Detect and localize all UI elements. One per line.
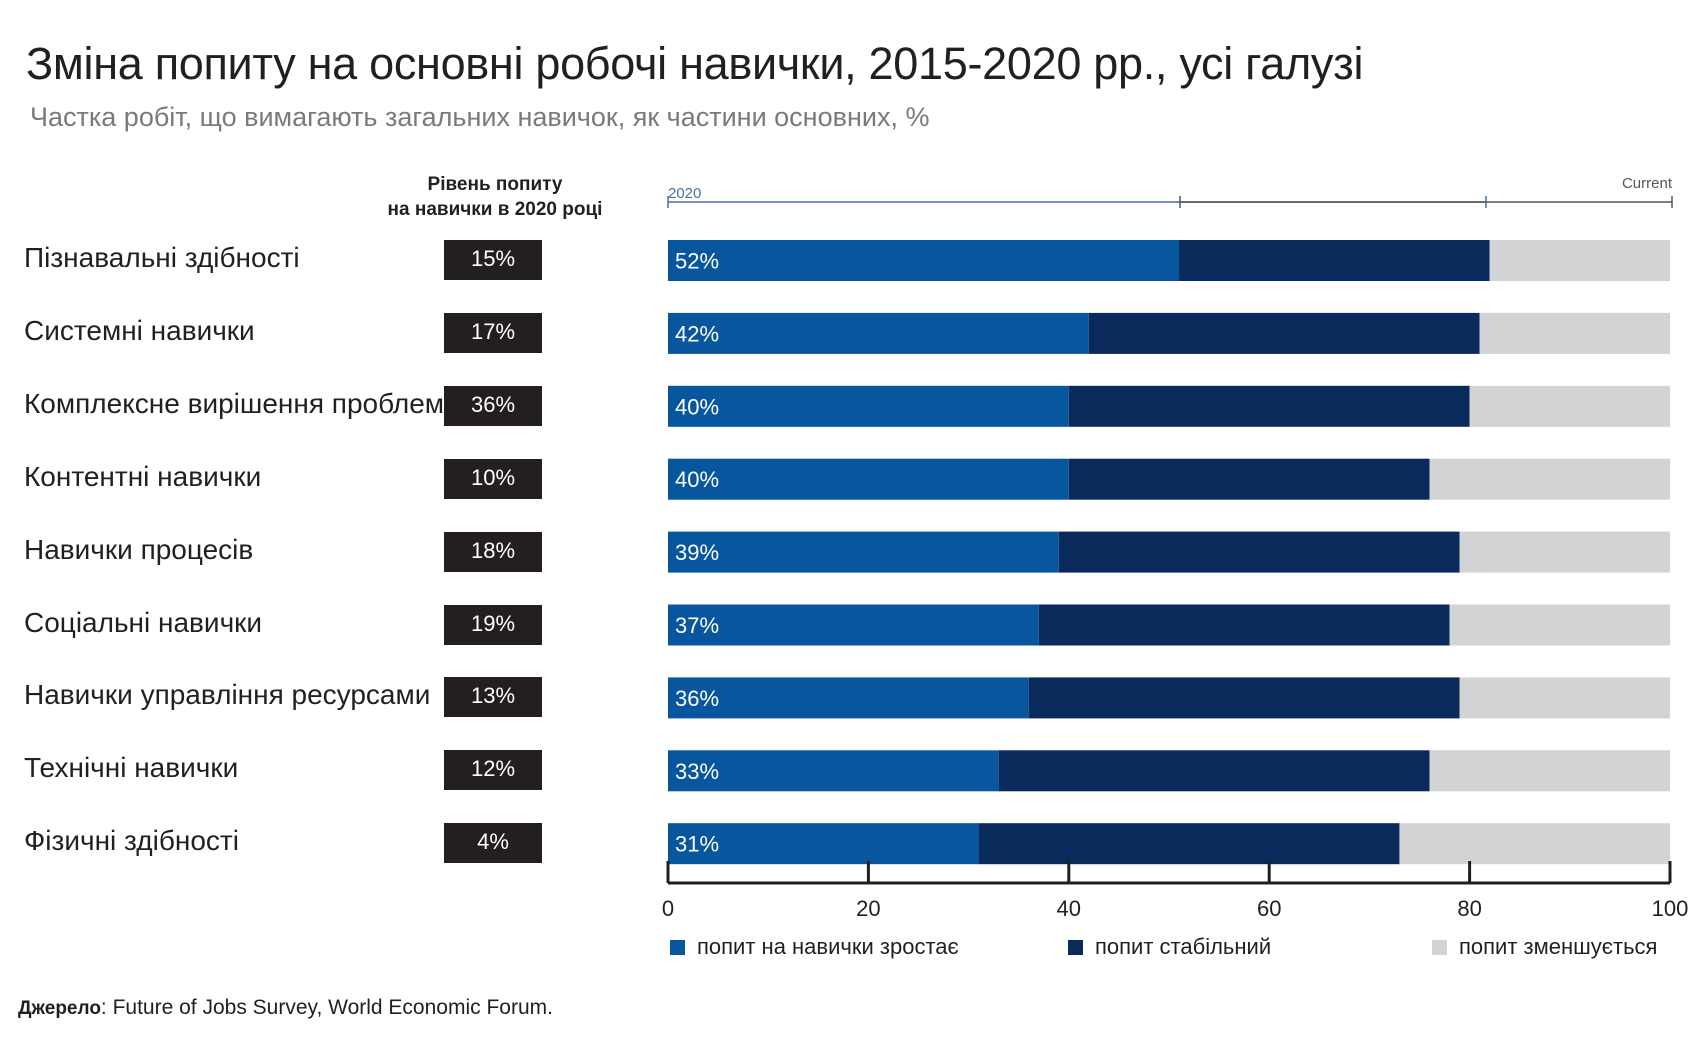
demand-level-box: 4% xyxy=(444,823,542,864)
demand-level-box: 18% xyxy=(444,531,542,572)
category-label: Навички процесів xyxy=(24,533,254,565)
bar-data-label: 36% xyxy=(675,686,719,711)
legend-label: попит на навички зростає xyxy=(697,934,959,959)
bar-data-label: 31% xyxy=(675,832,719,857)
demand-level-header-line2: на навички в 2020 році xyxy=(387,199,603,220)
legend-swatch xyxy=(1432,940,1447,955)
bar-segment-stable xyxy=(1068,385,1470,427)
chart-title: Зміна попиту на основні робочі навички, … xyxy=(26,38,1364,89)
bar-segment-stable xyxy=(1179,240,1490,281)
bar-segment-declining xyxy=(1399,823,1670,865)
source-text: : Future of Jobs Survey, World Economic … xyxy=(100,996,553,1019)
category-label: Пізнавальні здібності xyxy=(24,242,300,273)
bar-data-label: 37% xyxy=(675,613,719,638)
category-label: Фізичні здібності xyxy=(24,825,239,857)
demand-level-box: 19% xyxy=(444,604,542,645)
bar-segment-stable xyxy=(1068,458,1430,500)
bar-segment-growing xyxy=(668,385,1069,427)
bar-segment-declining xyxy=(1429,750,1670,792)
x-tick-label: 100 xyxy=(1652,896,1689,921)
bar-segment-stable xyxy=(1058,531,1460,573)
bar-segment-growing xyxy=(668,823,979,865)
bar-segment-growing xyxy=(668,604,1039,646)
category-label: Технічні навички xyxy=(24,752,239,784)
category-label: Системні навички xyxy=(24,314,255,346)
bar-segment-declining xyxy=(1459,531,1670,573)
bar-data-label: 52% xyxy=(675,249,719,274)
bar-data-label: 42% xyxy=(675,321,719,346)
bar-segment-growing xyxy=(668,677,1029,719)
bar-data-label: 40% xyxy=(675,467,719,492)
x-tick-label: 80 xyxy=(1457,896,1481,921)
bar-segment-stable xyxy=(1088,312,1480,354)
legend-item: попит стабільний xyxy=(1068,934,1271,960)
demand-level-box: 36% xyxy=(444,385,542,426)
bar-segment-growing xyxy=(668,531,1059,573)
bracket-label-2020: 2020 xyxy=(668,185,701,202)
bar-segment-declining xyxy=(1479,312,1670,354)
demand-level-box: 15% xyxy=(444,240,542,280)
legend-swatch xyxy=(1068,940,1083,955)
bar-segment-stable xyxy=(998,750,1430,792)
category-label: Комплексне вирішення проблем xyxy=(24,387,445,419)
x-tick-label: 0 xyxy=(662,896,674,921)
chart-subtitle: Частка робіт, що вимагають загальних нав… xyxy=(30,102,930,132)
source-note: Джерело: Future of Jobs Survey, World Ec… xyxy=(18,996,553,1020)
bar-segment-declining xyxy=(1469,385,1670,427)
legend-label: попит зменшується xyxy=(1459,934,1658,959)
x-tick-label: 20 xyxy=(856,896,880,921)
bar-segment-declining xyxy=(1489,240,1670,281)
legend-item: попит на навички зростає xyxy=(670,934,959,960)
bar-data-label: 33% xyxy=(675,759,719,784)
demand-level-box: 13% xyxy=(444,677,542,718)
source-label: Джерело xyxy=(18,998,101,1019)
bar-segment-growing xyxy=(668,750,999,792)
category-label: Контентні навички xyxy=(24,460,262,492)
bar-segment-stable xyxy=(1028,677,1460,719)
bar-data-label: 40% xyxy=(675,394,719,419)
demand-level-header: Рівень попиту на навички в 2020 році xyxy=(380,172,610,222)
legend-swatch xyxy=(670,940,685,955)
bar-segment-growing xyxy=(668,312,1089,354)
demand-level-box: 10% xyxy=(444,458,542,499)
bar-data-label: 39% xyxy=(675,540,719,565)
bar-segment-growing xyxy=(668,240,1180,281)
category-label: Соціальні навички xyxy=(24,606,263,638)
bracket-label-current: Current xyxy=(1622,175,1673,192)
category-label: Навички управління ресурсами xyxy=(24,679,431,711)
bar-segment-stable xyxy=(1038,604,1450,646)
demand-level-box: 17% xyxy=(444,312,542,353)
x-tick-label: 60 xyxy=(1257,896,1281,921)
x-tick-label: 40 xyxy=(1057,896,1081,921)
bar-segment-declining xyxy=(1429,458,1670,500)
bar-segment-declining xyxy=(1459,677,1670,719)
demand-level-header-line1: Рівень попиту xyxy=(427,174,563,195)
legend-item: попит зменшується xyxy=(1432,934,1657,960)
bar-segment-growing xyxy=(668,458,1069,500)
bar-segment-declining xyxy=(1449,604,1670,646)
demand-level-box: 12% xyxy=(444,750,542,791)
bar-segment-stable xyxy=(978,823,1400,865)
legend-label: попит стабільний xyxy=(1095,934,1272,959)
